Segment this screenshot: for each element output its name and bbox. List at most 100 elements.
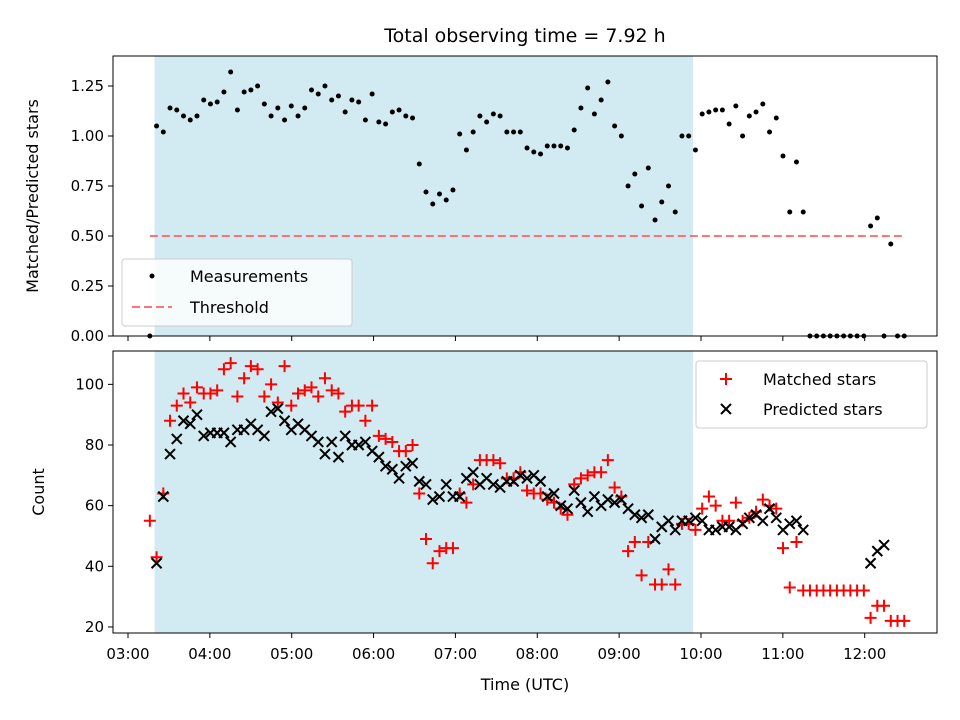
matched-star-point <box>777 542 790 555</box>
measurement-point <box>538 151 544 157</box>
matched-star-point <box>278 360 291 373</box>
predicted-star-point <box>352 439 365 451</box>
x-tick-label: 07:00 <box>434 645 477 663</box>
measurement-point <box>874 215 880 221</box>
measurement-point <box>517 129 523 135</box>
predicted-star-point <box>379 460 392 472</box>
matched-star-point <box>211 384 224 397</box>
matched-star-point <box>224 357 237 370</box>
chart-title: Total observing time = 7.92 h <box>383 25 665 47</box>
predicted-star-point <box>642 509 655 521</box>
measurement-point <box>241 89 247 95</box>
measurement-point <box>376 119 382 125</box>
measurement-point <box>383 121 389 127</box>
matched-star-point <box>702 490 715 503</box>
matched-star-point <box>339 405 352 418</box>
matched-star-point <box>709 499 722 512</box>
matched-star-point <box>635 569 648 582</box>
predicted-star-point <box>218 427 230 439</box>
matched-star-point <box>190 381 203 394</box>
y-tick-label: 1.25 <box>71 77 104 95</box>
predicted-star-point <box>555 499 567 512</box>
measurement-point <box>349 97 355 103</box>
predicted-star-point <box>278 415 291 427</box>
matched-star-point <box>433 545 446 558</box>
measurement-point <box>228 69 234 75</box>
measurement-point <box>201 97 207 103</box>
matched-star-point <box>271 396 284 409</box>
predicted-star-point <box>541 490 553 503</box>
measurement-point <box>585 85 591 91</box>
measurement-point <box>194 113 200 119</box>
predicted-star-point <box>171 433 183 445</box>
matched-star-point <box>258 390 271 403</box>
measurement-point <box>484 119 490 125</box>
top-y-axis-label: Matched/Predicted stars <box>23 99 42 293</box>
measurement-point <box>800 209 806 215</box>
matched-star-point <box>352 399 365 412</box>
predicted-star-point <box>386 463 399 475</box>
measurement-point <box>605 79 611 85</box>
measurement-point <box>160 129 166 135</box>
predicted-star-point <box>588 490 601 503</box>
predicted-star-point <box>561 502 574 515</box>
matched-star-point <box>608 481 621 494</box>
predicted-star-point <box>150 557 163 569</box>
measurement-point <box>780 153 786 159</box>
matched-star-point <box>170 399 183 412</box>
matched-star-point <box>601 454 614 467</box>
matched-star-point <box>723 514 736 527</box>
matched-star-point <box>689 523 702 536</box>
bottom-x-ticks: 03:00 04:00 05:00 06:00 07:00 08:00 09:00 10:00… <box>106 633 886 663</box>
predicted-star-point <box>184 418 196 430</box>
matched-star-point <box>595 466 608 479</box>
matched-star-point <box>312 390 325 403</box>
matched-star-point <box>770 502 783 515</box>
predicted-star-point <box>332 451 345 463</box>
measurement-point <box>463 147 469 153</box>
measurement-point <box>571 127 577 133</box>
measurement-point <box>760 101 766 107</box>
legend-measurements-marker <box>149 273 155 279</box>
matched-star-point <box>359 414 372 427</box>
measurement-point <box>659 199 665 205</box>
matched-star-point <box>622 545 635 558</box>
predicted-star-point <box>198 430 210 442</box>
bottom-panel: 03:00 04:00 05:00 06:00 07:00 08:00 09:00 10:00… <box>29 350 938 694</box>
predicted-star-point <box>709 524 722 536</box>
matched-star-point <box>581 469 594 482</box>
matched-star-point <box>332 387 345 400</box>
matched-star-point <box>265 378 278 391</box>
bottom-x-axis-label: Time (UTC) <box>480 675 569 694</box>
measurement-point <box>618 133 624 139</box>
matched-star-point <box>655 578 668 591</box>
predicted-star-point <box>548 487 560 500</box>
predicted-star-point <box>568 484 580 497</box>
measurement-point <box>773 115 779 121</box>
x-tick-label: 03:00 <box>106 645 149 663</box>
matched-star-point <box>467 478 480 491</box>
measurement-point <box>591 111 597 117</box>
matched-star-point <box>285 399 298 412</box>
predicted-star-point <box>784 518 796 530</box>
measurement-point <box>248 87 254 93</box>
measurement-point <box>255 83 261 89</box>
matched-star-point <box>628 536 641 549</box>
predicted-star-point <box>602 493 614 506</box>
measurement-point <box>167 105 173 111</box>
matched-star-point <box>184 396 197 409</box>
measurement-point <box>410 115 416 121</box>
matched-star-point <box>372 429 385 442</box>
measurement-point <box>767 129 773 135</box>
predicted-star-point <box>669 524 681 536</box>
measurement-point <box>793 159 799 165</box>
measurement-point <box>666 183 672 189</box>
predicted-star-point <box>864 557 877 569</box>
x-tick-label: 10:00 <box>679 645 722 663</box>
matched-star-point <box>878 599 891 612</box>
predicted-star-point <box>224 436 237 448</box>
predicted-star-point <box>662 515 675 527</box>
x-tick-label: 12:00 <box>843 645 886 663</box>
matched-star-point <box>177 387 190 400</box>
measurement-point <box>787 209 793 215</box>
